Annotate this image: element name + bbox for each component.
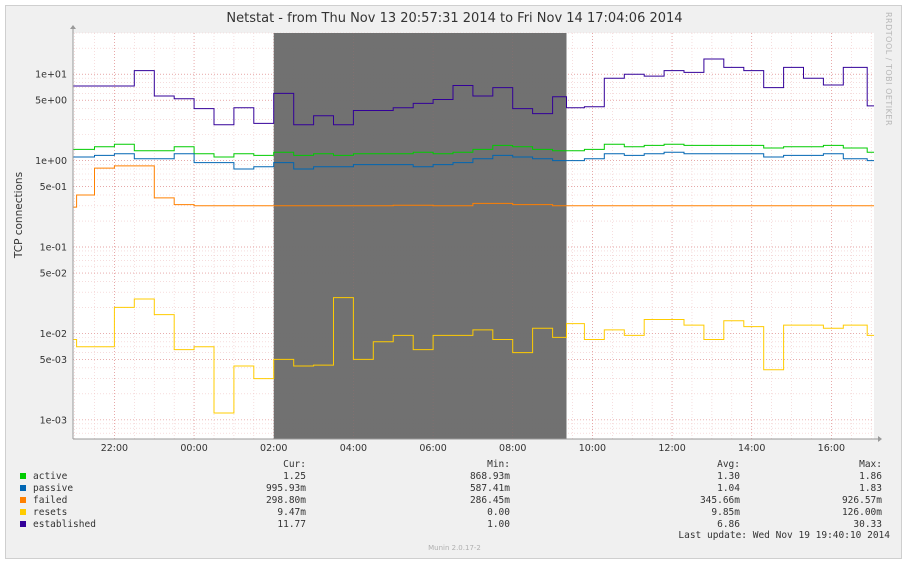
y-tick-label: 1e-01 <box>40 243 67 254</box>
legend-swatch <box>20 497 26 503</box>
legend-row-failed: failed 298.80m 286.45m 345.66m 926.57m <box>20 495 890 507</box>
y-tick-label: 5e-02 <box>40 269 67 280</box>
legend-series-name: failed <box>33 495 68 506</box>
legend-series-name: active <box>33 471 68 482</box>
x-axis-arrow <box>878 436 882 442</box>
legend-min: 0.00 <box>487 507 510 518</box>
legend-avg: 345.66m <box>699 495 740 506</box>
y-tick-label: 1e+01 <box>35 70 67 81</box>
chart-title: Netstat - from Thu Nov 13 20:57:31 2014 … <box>226 11 683 26</box>
legend-min: 587.41m <box>469 483 510 494</box>
x-tick-label: 16:00 <box>818 443 845 454</box>
legend-header-cur: Cur: <box>283 459 306 470</box>
y-tick-label: 5e+00 <box>35 96 67 107</box>
legend-avg: 6.86 <box>717 519 740 530</box>
legend-max: 926.57m <box>841 495 882 506</box>
x-tick-label: 08:00 <box>499 443 526 454</box>
x-tick-label: 06:00 <box>419 443 446 454</box>
legend-min: 868.93m <box>469 471 510 482</box>
highlight-band <box>273 33 567 439</box>
series-line-established <box>73 58 874 126</box>
legend-swatch <box>20 521 26 527</box>
x-tick-label: 10:00 <box>579 443 606 454</box>
legend-max: 30.33 <box>853 519 882 530</box>
legend-row-active: active 1.25 868.93m 1.30 1.86 <box>20 471 890 483</box>
legend-header-avg: Avg: <box>717 459 740 470</box>
y-tick-label: 5e-01 <box>40 182 67 193</box>
x-tick-label: 22:00 <box>101 443 128 454</box>
last-update: Last update: Wed Nov 19 19:40:10 2014 <box>678 530 890 541</box>
legend-row-resets: resets 9.47m 0.00 9.85m 126.00m <box>20 507 890 519</box>
legend-header-min: Min: <box>487 459 510 470</box>
y-tick-label: 1e-03 <box>40 415 67 426</box>
legend-min: 286.45m <box>469 495 510 506</box>
series-line-passive <box>73 151 874 170</box>
y-tick-label: 1e+00 <box>35 156 67 167</box>
legend-series-name: resets <box>33 507 68 518</box>
y-tick-label: 1e-02 <box>40 329 67 340</box>
legend-max: 1.86 <box>859 471 882 482</box>
x-tick-label: 00:00 <box>180 443 207 454</box>
legend-avg: 9.85m <box>711 507 740 518</box>
legend-swatch <box>20 473 26 479</box>
legend-row-passive: passive 995.93m 587.41m 1.04 1.83 <box>20 483 890 495</box>
legend-header-max: Max: <box>859 459 882 470</box>
legend-row-established: established 11.77 1.00 6.86 30.33 <box>20 519 890 531</box>
munin-version: Munin 2.0.17-2 <box>428 544 481 552</box>
x-tick-label: 12:00 <box>658 443 685 454</box>
x-tick-label: 02:00 <box>260 443 287 454</box>
legend-avg: 1.04 <box>717 483 740 494</box>
legend-avg: 1.30 <box>717 471 740 482</box>
y-tick-label: 5e-03 <box>40 355 67 366</box>
rrdtool-watermark: RRDTOOL / TOBI OETIKER <box>884 12 893 127</box>
legend-max: 126.00m <box>841 507 882 518</box>
legend-cur: 995.93m <box>265 483 306 494</box>
x-tick-label: 14:00 <box>738 443 765 454</box>
legend-series-name: established <box>33 519 96 530</box>
series-line-failed <box>73 165 874 208</box>
legend-cur: 1.25 <box>283 471 306 482</box>
legend-max: 1.83 <box>859 483 882 494</box>
legend-header: Cur: Min: Avg: Max: <box>20 459 890 471</box>
series-line-resets <box>73 297 874 414</box>
y-axis-arrow <box>70 25 76 29</box>
legend-cur: 11.77 <box>277 519 306 530</box>
legend-min: 1.00 <box>487 519 510 530</box>
legend-cur: 298.80m <box>265 495 306 506</box>
series-line-active <box>73 143 874 158</box>
legend-swatch <box>20 485 26 491</box>
legend-cur: 9.47m <box>277 507 306 518</box>
legend-swatch <box>20 509 26 515</box>
x-tick-label: 04:00 <box>340 443 367 454</box>
legend-series-name: passive <box>33 483 74 494</box>
